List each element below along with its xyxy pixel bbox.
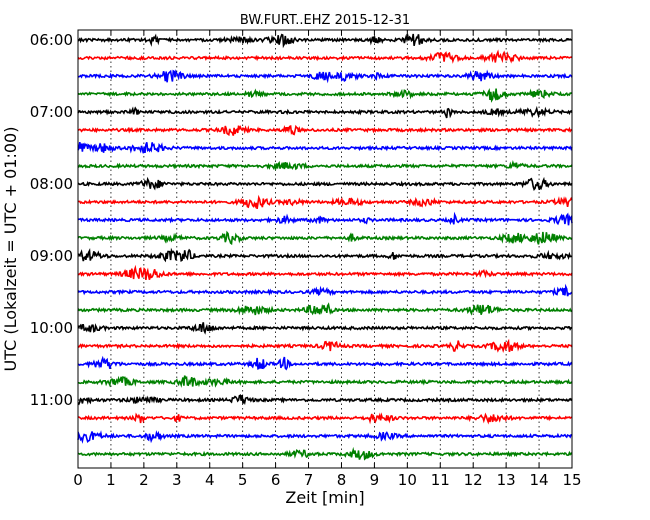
trace-0730	[77, 141, 573, 154]
y-tick-label: 09:00	[30, 247, 73, 265]
x-tick-label: 1	[106, 471, 116, 489]
y-tick-label: 11:00	[30, 391, 73, 409]
trace-0815	[77, 194, 573, 209]
trace-0715	[77, 124, 573, 137]
trace-0945	[77, 302, 573, 316]
trace-0600	[77, 33, 573, 49]
y-axis-label: UTC (Lokalzeit = UTC + 01:00)	[1, 127, 20, 372]
x-tick-label: 4	[205, 471, 215, 489]
plot-frame	[77, 29, 573, 469]
trace-0645	[77, 87, 573, 103]
chart-title: BW.FURT..EHZ 2015-12-31	[240, 13, 410, 28]
trace-0615	[77, 49, 573, 64]
x-axis: 0 1 2 3 4 5 6 7 8 9 10 11 12 13 14 15	[73, 30, 582, 489]
trace-0800	[77, 176, 573, 192]
trace-0830	[77, 211, 573, 226]
x-tick-label: 11	[431, 471, 450, 489]
x-tick-label: 12	[464, 471, 483, 489]
x-tick-label: 7	[304, 471, 314, 489]
trace-0915	[77, 264, 573, 281]
y-axis: 06:00 07:00 08:00 09:00 10:00 11:00	[30, 31, 572, 409]
trace-0745	[77, 160, 573, 172]
y-tick-label: 07:00	[30, 103, 73, 121]
y-tick-label: 08:00	[30, 175, 73, 193]
trace-1000	[77, 322, 573, 335]
y-tick-label: 06:00	[30, 31, 73, 49]
x-tick-label: 15	[562, 471, 581, 489]
seismic-traces	[77, 33, 573, 461]
x-tick-label: 5	[238, 471, 248, 489]
x-tick-label: 0	[73, 471, 83, 489]
x-tick-label: 13	[497, 471, 516, 489]
x-tick-label: 3	[172, 471, 182, 489]
trace-1045	[77, 375, 573, 388]
trace-0900	[77, 247, 573, 263]
trace-1130	[77, 430, 573, 444]
x-tick-label: 9	[370, 471, 380, 489]
trace-0930	[77, 283, 573, 297]
trace-0845	[77, 230, 573, 246]
trace-0630	[77, 69, 573, 84]
trace-0700	[77, 105, 573, 119]
x-tick-label: 2	[139, 471, 149, 489]
trace-1115	[77, 412, 573, 425]
x-tick-label: 14	[530, 471, 549, 489]
x-tick-label: 8	[337, 471, 347, 489]
x-axis-label: Zeit [min]	[285, 488, 364, 507]
trace-1100	[77, 394, 573, 406]
trace-1015	[77, 338, 573, 353]
y-tick-label: 10:00	[30, 319, 73, 337]
x-tick-label: 6	[271, 471, 281, 489]
x-tick-label: 10	[398, 471, 417, 489]
trace-1030	[77, 355, 573, 371]
trace-1145	[77, 446, 573, 461]
